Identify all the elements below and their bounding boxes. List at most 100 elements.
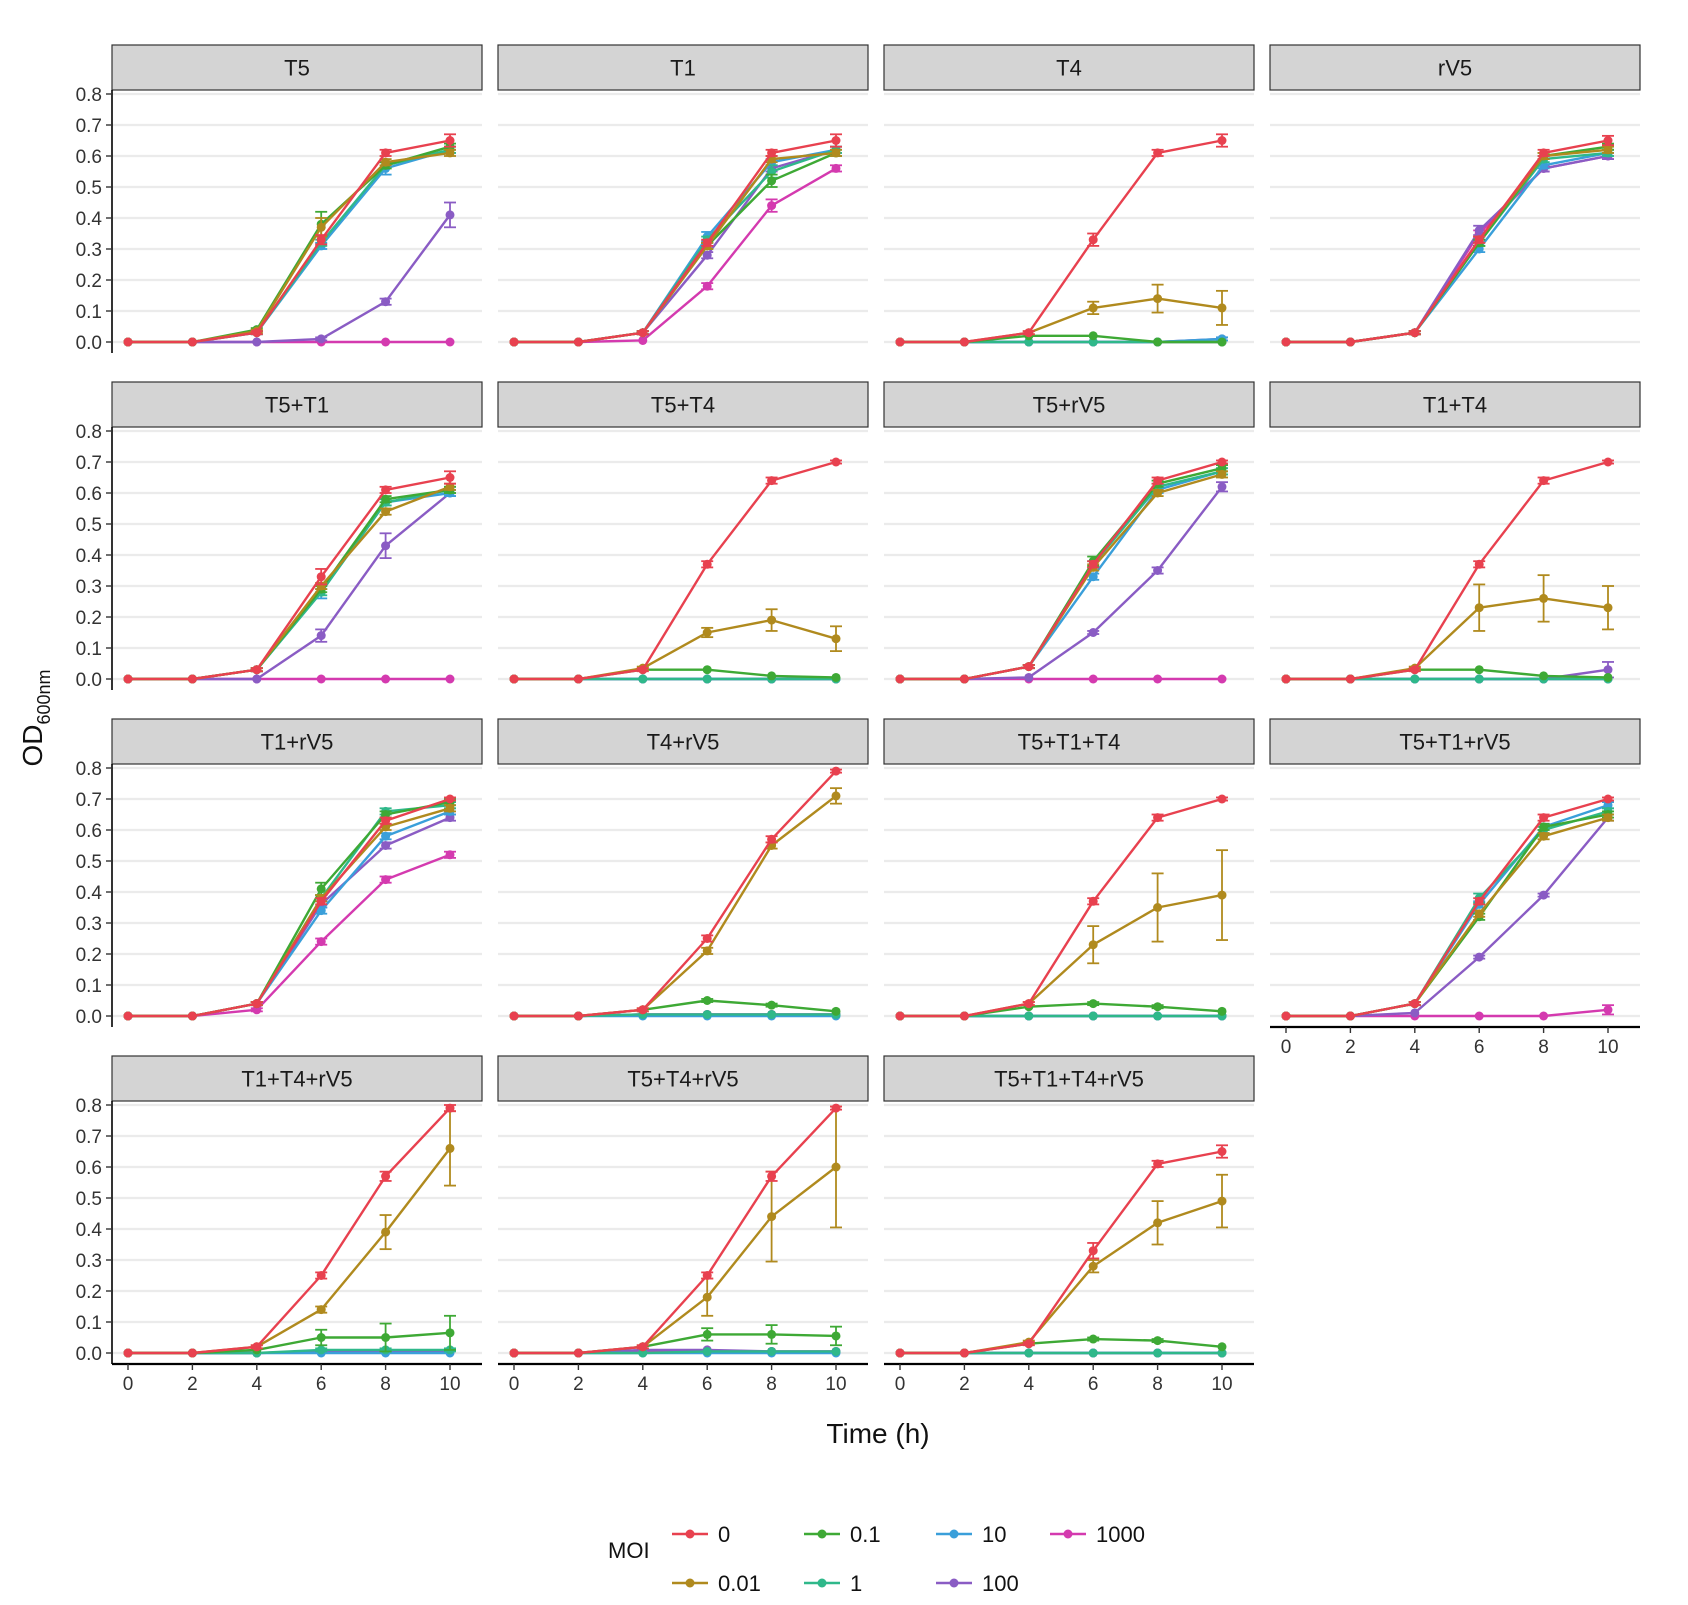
series-moi-0.1 xyxy=(895,463,1228,684)
data-point xyxy=(187,674,197,684)
data-point xyxy=(1217,1196,1227,1206)
data-point xyxy=(1153,1336,1163,1346)
data-point xyxy=(252,328,262,338)
legend-key-point xyxy=(685,1529,695,1539)
series-moi-0.1 xyxy=(509,665,841,684)
series-moi-0.01 xyxy=(895,849,1228,1021)
data-point xyxy=(1024,662,1034,672)
x-tick-label: 0 xyxy=(123,1374,134,1395)
data-point xyxy=(1539,671,1549,681)
y-tick-label: 0.1 xyxy=(76,302,102,323)
data-point xyxy=(509,337,519,347)
series-line xyxy=(1286,151,1609,344)
data-point xyxy=(445,1328,455,1338)
data-point xyxy=(1153,476,1163,486)
x-tick-label: 6 xyxy=(316,1374,327,1395)
y-tick-label: 0.2 xyxy=(76,1282,102,1303)
data-point xyxy=(767,834,777,844)
data-point xyxy=(1088,572,1098,582)
data-point xyxy=(316,884,326,894)
data-point xyxy=(831,148,841,158)
data-point xyxy=(1281,674,1291,684)
series-line xyxy=(128,488,451,681)
series-moi-0.1 xyxy=(123,142,456,347)
legend-key-point xyxy=(1063,1529,1073,1539)
data-point xyxy=(638,1005,648,1015)
panel-strip xyxy=(883,381,1255,428)
y-tick-label: 0.1 xyxy=(76,976,102,997)
data-point xyxy=(767,671,777,681)
data-point xyxy=(1539,593,1549,603)
series-moi-0.01 xyxy=(509,148,842,347)
panel-strip xyxy=(1269,718,1641,765)
data-point xyxy=(1217,794,1227,804)
y-tick-label: 0.0 xyxy=(76,1344,102,1365)
legend-item-1: 1 xyxy=(804,1571,862,1596)
data-point xyxy=(1088,559,1098,569)
series-moi-10 xyxy=(1281,148,1614,347)
panel-title: T5+T1+rV5 xyxy=(1399,730,1510,755)
series-moi-0.01 xyxy=(895,469,1228,684)
legend: MOI 0 0.01 0.1 1 10 100 1000 xyxy=(608,1522,1145,1596)
data-point xyxy=(316,937,326,947)
data-point xyxy=(638,1348,648,1358)
x-tick-label: 4 xyxy=(1410,1037,1421,1058)
data-point xyxy=(767,1000,777,1010)
data-point xyxy=(831,1346,841,1356)
legend-label: 1 xyxy=(850,1571,862,1596)
series-moi-0.01 xyxy=(1281,813,1614,1021)
data-point xyxy=(381,674,391,684)
series-moi-1 xyxy=(123,800,456,1021)
series-moi-0.01 xyxy=(895,1173,1228,1358)
panel-T5+T4+rV5: T5+T4+rV5 0 2 4 6 8 10 xyxy=(497,1055,869,1395)
data-point xyxy=(959,337,969,347)
y-tick-label: 0.2 xyxy=(76,271,102,292)
legend-label: 0.01 xyxy=(718,1571,761,1596)
panel-T5: T5 0.0 0.1 0.2 0.3 0.4 0.5 0.6 0.7 0.8 xyxy=(76,44,483,354)
data-point xyxy=(959,674,969,684)
panel-strip xyxy=(111,44,483,91)
y-tick-label: 0.0 xyxy=(76,670,102,691)
data-point xyxy=(895,337,905,347)
legend-key-point xyxy=(949,1529,959,1539)
data-point xyxy=(509,1011,519,1021)
data-point xyxy=(1088,1348,1098,1358)
series-moi-0.01 xyxy=(895,283,1228,347)
data-point xyxy=(767,148,777,158)
data-point xyxy=(1217,457,1227,467)
panel-title: T1+T4+rV5 xyxy=(241,1067,352,1092)
data-point xyxy=(702,559,712,569)
data-point xyxy=(1474,235,1484,245)
data-point xyxy=(1217,1006,1227,1016)
data-point xyxy=(767,1329,777,1339)
series-line xyxy=(1286,668,1609,681)
series-line xyxy=(514,167,837,344)
data-point xyxy=(1474,896,1484,906)
y-tick-label: 0.4 xyxy=(76,1220,103,1241)
data-point xyxy=(381,297,391,307)
legend-item-0: 0 xyxy=(672,1522,730,1547)
legend-label: 0 xyxy=(718,1522,730,1547)
y-tick-label: 0.8 xyxy=(76,759,102,780)
series-line xyxy=(128,148,451,344)
series-moi-0.1 xyxy=(509,148,842,347)
x-tick-label: 8 xyxy=(1152,1374,1163,1395)
data-point xyxy=(1603,603,1613,613)
panel-strip xyxy=(497,1055,869,1102)
y-tick-label: 0.7 xyxy=(76,1127,102,1148)
panel-T5+T1+T4+rV5: T5+T1+T4+rV5 0 2 4 6 8 10 xyxy=(883,1055,1255,1395)
data-point xyxy=(381,494,391,504)
data-point xyxy=(1539,813,1549,823)
series-line xyxy=(128,139,451,344)
x-tick-label: 4 xyxy=(638,1374,649,1395)
data-point xyxy=(1410,999,1420,1009)
data-point xyxy=(1603,813,1613,823)
data-point xyxy=(1217,303,1227,313)
data-point xyxy=(1024,672,1034,682)
data-point xyxy=(702,250,712,260)
series-line xyxy=(1286,145,1609,344)
data-point xyxy=(1088,999,1098,1009)
data-point xyxy=(123,337,133,347)
data-point xyxy=(895,1348,905,1358)
legend-item-0.01: 0.01 xyxy=(672,1571,761,1596)
